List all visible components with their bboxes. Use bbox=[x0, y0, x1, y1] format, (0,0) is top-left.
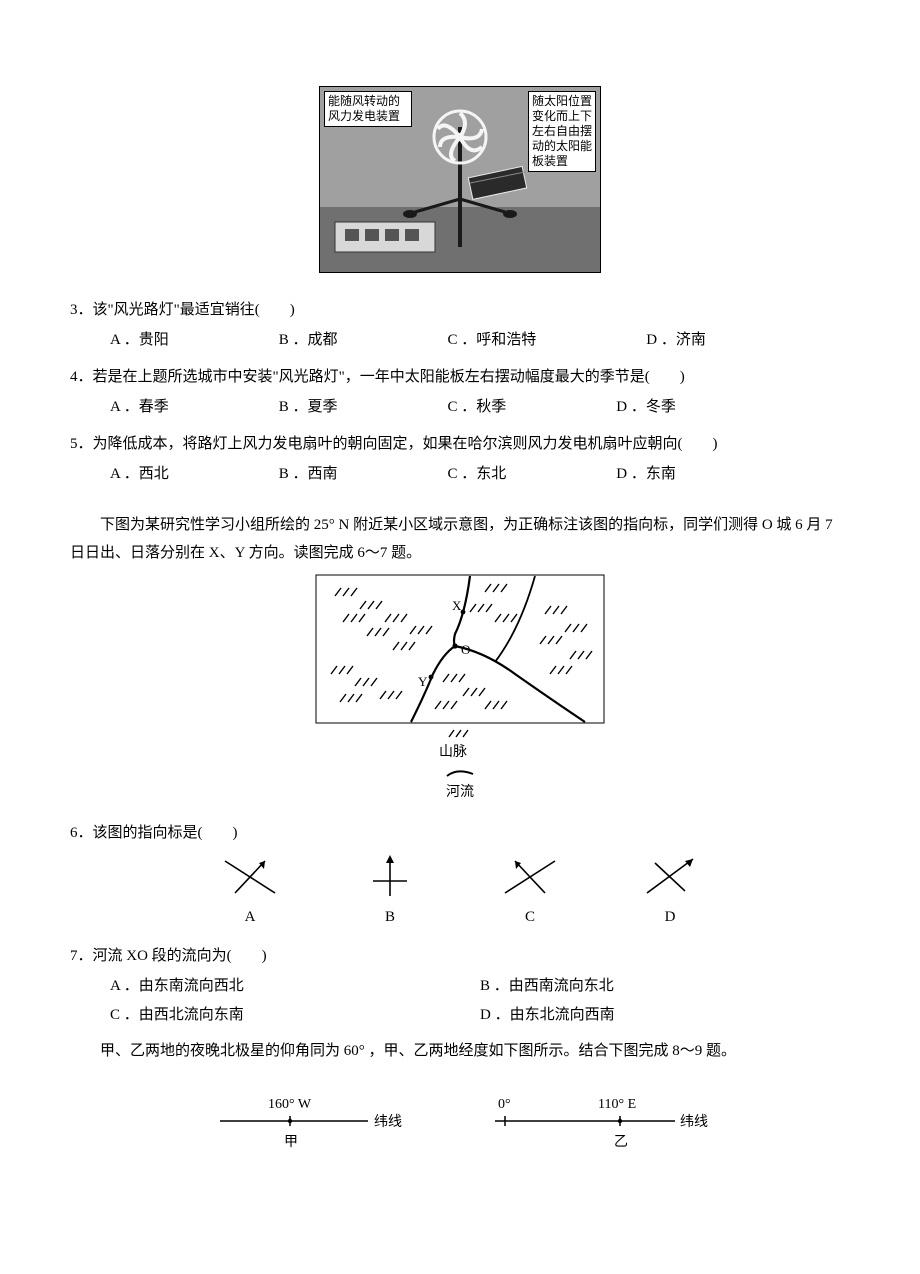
q7-option-b: B ．由西南流向东北 bbox=[480, 972, 850, 1001]
q5-option-b: B ．西南 bbox=[279, 460, 338, 489]
q6-option-d: D bbox=[635, 903, 705, 932]
q4-option-a: A ．春季 bbox=[110, 393, 169, 422]
q6-stem: ．该图的指向标是( ) bbox=[78, 825, 238, 841]
q3-number: 3 bbox=[70, 302, 78, 318]
map-label-o: O bbox=[461, 642, 470, 657]
compass-option-a bbox=[215, 851, 285, 901]
q7-option-a: A ．由东南流向西北 bbox=[110, 972, 480, 1001]
q7-number: 7 bbox=[70, 948, 78, 964]
intro-q6-q7: 下图为某研究性学习小组所绘的 25° N 附近某小区域示意图，为正确标注该图的指… bbox=[70, 511, 850, 568]
jia-name: 甲 bbox=[284, 1135, 298, 1150]
question-4: 4．若是在上题所选城市中安装"风光路灯"，一年中太阳能板左右摆动幅度最大的季节是… bbox=[70, 363, 850, 422]
legend-river-label: 河流 bbox=[446, 785, 474, 800]
q4-option-d: D ．冬季 bbox=[616, 393, 676, 422]
q4-stem: ．若是在上题所选城市中安装"风光路灯"，一年中太阳能板左右摆动幅度最大的季节是(… bbox=[78, 369, 685, 385]
q4-number: 4 bbox=[70, 369, 78, 385]
figure-region-map: X O Y 山脉 河流 bbox=[70, 574, 850, 807]
caption-wind-generator: 能随风转动的风力发电装置 bbox=[324, 91, 412, 127]
q6-option-c: C bbox=[495, 903, 565, 932]
figure-compass-options: A B C D bbox=[70, 851, 850, 932]
question-6: 6．该图的指向标是( ) bbox=[70, 819, 850, 848]
jia-longitude-value: 160° W bbox=[268, 1097, 312, 1112]
yi-longitude-value: 110° E bbox=[598, 1097, 636, 1112]
figure-longitudes: 160° W 纬线 甲 0° 110° E 纬线 乙 bbox=[70, 1086, 850, 1156]
compass-option-c bbox=[495, 851, 565, 901]
q5-option-a: A ．西北 bbox=[110, 460, 169, 489]
streetlight-photo: 能随风转动的风力发电装置 随太阳位置变化而上下左右自由摆动的太阳能板装置 bbox=[319, 86, 601, 273]
q4-option-b: B ．夏季 bbox=[279, 393, 338, 422]
q5-option-c: C ．东北 bbox=[448, 460, 507, 489]
longitude-yi: 0° 110° E 纬线 乙 bbox=[480, 1086, 720, 1156]
jia-weixian: 纬线 bbox=[374, 1114, 402, 1130]
map-label-y: Y bbox=[418, 674, 428, 689]
q6-number: 6 bbox=[70, 825, 78, 841]
yi-name: 乙 bbox=[614, 1134, 628, 1150]
map-label-x: X bbox=[452, 598, 462, 613]
compass-option-b bbox=[355, 851, 425, 901]
question-5: 5．为降低成本，将路灯上风力发电扇叶的朝向固定，如果在哈尔滨则风力发电机扇叶应朝… bbox=[70, 430, 850, 489]
q7-option-d: D ．由东北流向西南 bbox=[480, 1001, 850, 1030]
longitude-jia: 160° W 纬线 甲 bbox=[200, 1086, 410, 1156]
q5-option-d: D ．东南 bbox=[616, 460, 676, 489]
q5-number: 5 bbox=[70, 436, 78, 452]
intro-q8-q9: 甲、乙两地的夜晚北极星的仰角同为 60° ，甲、乙两地经度如下图所示。结合下图完… bbox=[70, 1037, 850, 1066]
q3-stem: ．该"风光路灯"最适宜销往( ) bbox=[78, 302, 295, 318]
legend-mountain-label: 山脉 bbox=[439, 745, 467, 760]
question-3: 3．该"风光路灯"最适宜销往( ) A ．贵阳 B ．成都 C ．呼和浩特 D … bbox=[70, 296, 850, 355]
q7-stem: ．河流 XO 段的流向为( ) bbox=[78, 948, 267, 964]
map-legend: 山脉 河流 bbox=[315, 726, 605, 807]
q3-option-d: D ．济南 bbox=[646, 326, 706, 355]
q4-option-c: C ．秋季 bbox=[448, 393, 507, 422]
q3-option-b: B ．成都 bbox=[279, 326, 338, 355]
q6-option-a: A bbox=[215, 903, 285, 932]
yi-longitude-start: 0° bbox=[498, 1097, 511, 1112]
caption-solar-panel: 随太阳位置变化而上下左右自由摆动的太阳能板装置 bbox=[528, 91, 596, 172]
q6-option-b: B bbox=[355, 903, 425, 932]
q3-option-a: A ．贵阳 bbox=[110, 326, 169, 355]
yi-weixian: 纬线 bbox=[680, 1114, 708, 1130]
q7-option-c: C ．由西北流向东南 bbox=[110, 1001, 480, 1030]
q3-option-c: C ．呼和浩特 bbox=[448, 326, 537, 355]
figure-streetlight: 能随风转动的风力发电装置 随太阳位置变化而上下左右自由摆动的太阳能板装置 bbox=[70, 86, 850, 284]
compass-option-d bbox=[635, 851, 705, 901]
q5-stem: ．为降低成本，将路灯上风力发电扇叶的朝向固定，如果在哈尔滨则风力发电机扇叶应朝向… bbox=[78, 436, 718, 452]
question-7: 7．河流 XO 段的流向为( ) A ．由东南流向西北 B ．由西南流向东北 C… bbox=[70, 942, 850, 1030]
